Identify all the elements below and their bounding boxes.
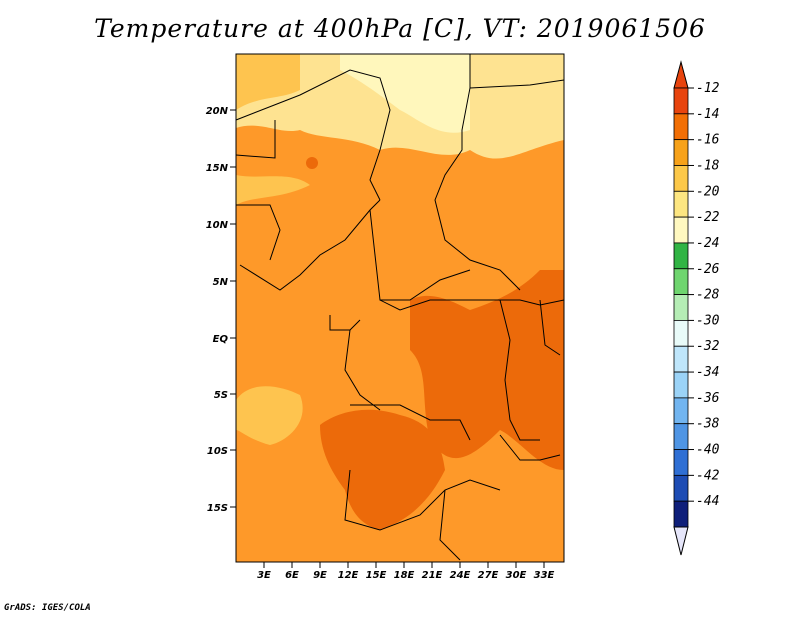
lon-tick-label: 3E (257, 570, 271, 581)
lon-tick-label: 33E (534, 570, 555, 581)
region-coldest-north (340, 54, 470, 133)
colorbar-swatch (673, 423, 689, 450)
colorbar-label: -12 (696, 81, 720, 96)
colorbar-label: -36 (696, 391, 720, 406)
colorbar-label: -38 (696, 417, 720, 432)
colorbar-swatch (673, 320, 689, 347)
lon-tick-label: 21E (422, 570, 443, 581)
colorbar-swatch (673, 371, 689, 399)
lon-tick-label: 18E (394, 570, 415, 581)
region-cooler-southwest (236, 386, 303, 445)
lon-tick-label: 30E (506, 570, 527, 581)
lat-tick-label: EQ (213, 334, 229, 345)
colorbar-swatch (673, 449, 689, 476)
colorbar-label: -28 (696, 288, 720, 303)
lon-tick-label: 12E (338, 570, 359, 581)
lat-tick-label: 15S (207, 503, 228, 514)
lat-tick-label: 15N (206, 163, 229, 174)
colorbar-top-cap (673, 60, 689, 89)
region-warm-south (320, 409, 445, 530)
colorbar-swatch (673, 345, 689, 373)
country-boundaries (235, 54, 565, 561)
colorbar-label: -44 (696, 494, 719, 509)
colorbar-label: -40 (696, 443, 720, 458)
credit-text: GrADS: IGES/COLA (4, 603, 91, 613)
colorbar-swatch (673, 294, 689, 321)
lon-tick-label: 9E (313, 570, 327, 581)
lat-tick-label: 10S (207, 446, 228, 457)
colorbar-swatch (673, 87, 689, 115)
colorbar-label: -22 (696, 210, 720, 225)
colorbar-label: -18 (696, 158, 720, 173)
region-cooler-north (236, 54, 300, 110)
lon-tick-label: 15E (366, 570, 387, 581)
lat-tick-label: 5N (213, 277, 229, 288)
colorbar-swatch (673, 216, 689, 244)
colorbar-swatch (673, 190, 689, 218)
lon-tick-label: 24E (450, 570, 471, 581)
warm-spot (306, 157, 318, 169)
lon-tick-label: 27E (478, 570, 499, 581)
colorbar-swatch (673, 242, 689, 270)
colorbar-swatch (673, 397, 689, 425)
colorbar-label: -16 (696, 133, 720, 148)
colorbar-label: -34 (696, 365, 719, 380)
colorbar-swatch (673, 165, 689, 192)
temperature-map (236, 54, 564, 562)
colorbar-swatch (673, 139, 689, 166)
colorbar-label: -32 (696, 339, 720, 354)
lat-axis: 20N 15N 10N 5N EQ 5S 10S 15S (206, 106, 236, 514)
lat-tick-label: 5S (214, 390, 228, 401)
colorbar-label: -20 (696, 184, 720, 199)
colorbar-swatch (673, 268, 689, 295)
colorbar: -12 -14 -16 -18 -20 -22 -24 -26 -28 -30 -32 -34 -36 -… (673, 60, 720, 556)
lon-axis: 3E 6E 9E 12E 15E 18E 21E 24E 27E 30E 33E (257, 562, 555, 581)
lat-tick-label: 20N (206, 106, 229, 117)
colorbar-label: -24 (696, 236, 719, 251)
lat-tick-label: 10N (206, 220, 229, 231)
colorbar-label: -42 (696, 468, 720, 483)
lon-tick-label: 6E (285, 570, 299, 581)
colorbar-label: -30 (696, 313, 720, 328)
colorbar-swatch (673, 113, 689, 141)
colorbar-label: -26 (696, 262, 720, 277)
region-cooler-west (236, 175, 310, 205)
map-title: Temperature at 400hPa [C], VT: 201906150… (94, 14, 706, 43)
colorbar-swatch (673, 474, 689, 502)
colorbar-label: -14 (696, 107, 719, 122)
map-frame (235, 53, 565, 563)
colorbar-swatch (673, 500, 689, 528)
colorbar-bottom-cap (673, 526, 689, 556)
